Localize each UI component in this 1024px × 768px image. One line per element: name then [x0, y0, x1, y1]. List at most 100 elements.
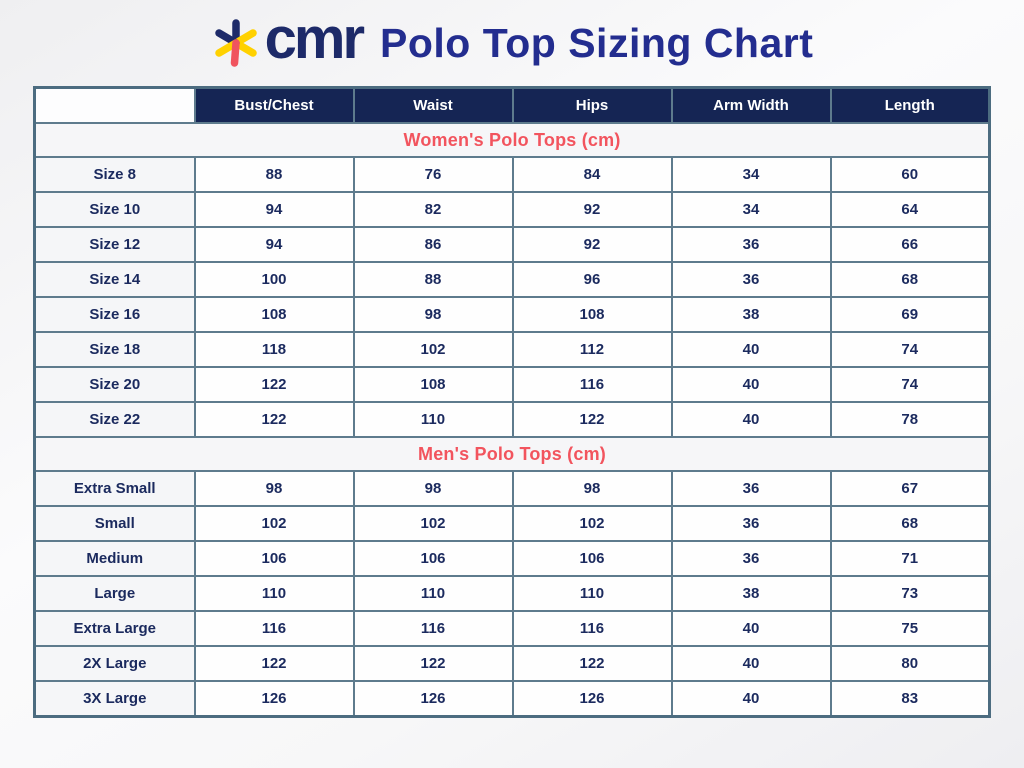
measurement-cell: 67 — [829, 470, 991, 507]
measurement-cell: 126 — [193, 680, 355, 718]
logo-wordmark: cmr — [264, 6, 365, 71]
size-label: Small — [33, 505, 196, 542]
measurement-cell: 66 — [829, 226, 991, 263]
table-row: Size 16 108 98 108 38 69 — [33, 296, 991, 333]
size-label: 3X Large — [33, 680, 196, 718]
measurement-cell: 116 — [511, 610, 673, 647]
measurement-cell: 94 — [193, 191, 355, 228]
measurement-cell: 110 — [352, 575, 514, 612]
measurement-cell: 122 — [193, 401, 355, 438]
measurement-cell: 108 — [352, 366, 514, 403]
measurement-cell: 40 — [670, 645, 832, 682]
measurement-cell: 36 — [670, 261, 832, 298]
table-row: 2X Large 122 122 122 40 80 — [33, 645, 991, 682]
measurement-cell: 122 — [511, 645, 673, 682]
size-label: Size 16 — [33, 296, 196, 333]
column-header-hips: Hips — [511, 86, 673, 124]
measurement-cell: 116 — [511, 366, 673, 403]
measurement-cell: 116 — [193, 610, 355, 647]
measurement-cell: 36 — [670, 505, 832, 542]
size-label: Large — [33, 575, 196, 612]
measurement-cell: 106 — [511, 540, 673, 577]
table-row: Size 22 122 110 122 40 78 — [33, 401, 991, 438]
measurement-cell: 100 — [193, 261, 355, 298]
measurement-cell: 98 — [193, 470, 355, 507]
column-header-length: Length — [829, 86, 991, 124]
sizing-table-container: Bust/Chest Waist Hips Arm Width Length W… — [33, 86, 991, 718]
section-title: Men's Polo Tops (cm) — [33, 436, 991, 472]
size-label: 2X Large — [33, 645, 196, 682]
measurement-cell: 68 — [829, 261, 991, 298]
table-row: Extra Large 116 116 116 40 75 — [33, 610, 991, 647]
measurement-cell: 102 — [352, 505, 514, 542]
measurement-cell: 73 — [829, 575, 991, 612]
measurement-cell: 36 — [670, 540, 832, 577]
table-row: Size 12 94 86 92 36 66 — [33, 226, 991, 263]
column-header-arm-width: Arm Width — [670, 86, 832, 124]
table-row: Size 8 88 76 84 34 60 — [33, 156, 991, 193]
measurement-cell: 84 — [511, 156, 673, 193]
page-title: Polo Top Sizing Chart — [380, 19, 814, 66]
measurement-cell: 92 — [511, 191, 673, 228]
measurement-cell: 80 — [829, 645, 991, 682]
measurement-cell: 34 — [670, 156, 832, 193]
measurement-cell: 38 — [670, 296, 832, 333]
measurement-cell: 108 — [193, 296, 355, 333]
section-title: Women's Polo Tops (cm) — [33, 122, 991, 158]
measurement-cell: 40 — [670, 331, 832, 368]
measurement-cell: 76 — [352, 156, 514, 193]
measurement-cell: 126 — [352, 680, 514, 718]
measurement-cell: 98 — [352, 296, 514, 333]
measurement-cell: 40 — [670, 401, 832, 438]
table-row: Size 10 94 82 92 34 64 — [33, 191, 991, 228]
measurement-cell: 64 — [829, 191, 991, 228]
measurement-cell: 88 — [193, 156, 355, 193]
table-row: 3X Large 126 126 126 40 83 — [33, 680, 991, 718]
size-label: Size 14 — [33, 261, 196, 298]
table-row: Medium 106 106 106 36 71 — [33, 540, 991, 577]
measurement-cell: 40 — [670, 366, 832, 403]
measurement-cell: 122 — [511, 401, 673, 438]
measurement-cell: 126 — [511, 680, 673, 718]
column-header-bust-chest: Bust/Chest — [193, 86, 355, 124]
measurement-cell: 102 — [352, 331, 514, 368]
measurement-cell: 98 — [511, 470, 673, 507]
measurement-cell: 83 — [829, 680, 991, 718]
measurement-cell: 88 — [352, 261, 514, 298]
measurement-cell: 106 — [193, 540, 355, 577]
measurement-cell: 74 — [829, 366, 991, 403]
section-title-row: Women's Polo Tops (cm) — [33, 122, 991, 158]
size-label: Size 12 — [33, 226, 196, 263]
section-title-row: Men's Polo Tops (cm) — [33, 436, 991, 472]
measurement-cell: 122 — [193, 366, 355, 403]
measurement-cell: 108 — [511, 296, 673, 333]
table-row: Size 14 100 88 96 36 68 — [33, 261, 991, 298]
size-label: Extra Small — [33, 470, 196, 507]
measurement-cell: 106 — [352, 540, 514, 577]
measurement-cell: 74 — [829, 331, 991, 368]
measurement-cell: 102 — [193, 505, 355, 542]
measurement-cell: 60 — [829, 156, 991, 193]
measurement-cell: 40 — [670, 680, 832, 718]
measurement-cell: 122 — [352, 645, 514, 682]
cmr-logo: cmr — [211, 10, 365, 72]
measurement-cell: 122 — [193, 645, 355, 682]
column-header-waist: Waist — [352, 86, 514, 124]
measurement-cell: 86 — [352, 226, 514, 263]
corner-cell — [33, 86, 196, 124]
measurement-cell: 71 — [829, 540, 991, 577]
measurement-cell: 69 — [829, 296, 991, 333]
measurement-cell: 78 — [829, 401, 991, 438]
measurement-cell: 68 — [829, 505, 991, 542]
table-row: Extra Small 98 98 98 36 67 — [33, 470, 991, 507]
measurement-cell: 102 — [511, 505, 673, 542]
page-header: cmr Polo Top Sizing Chart — [0, 0, 1024, 86]
measurement-cell: 75 — [829, 610, 991, 647]
measurement-cell: 118 — [193, 331, 355, 368]
size-label: Size 10 — [33, 191, 196, 228]
measurement-cell: 98 — [352, 470, 514, 507]
table-row: Large 110 110 110 38 73 — [33, 575, 991, 612]
measurement-cell: 40 — [670, 610, 832, 647]
table-row: Size 18 118 102 112 40 74 — [33, 331, 991, 368]
cmr-star-icon — [214, 19, 257, 67]
